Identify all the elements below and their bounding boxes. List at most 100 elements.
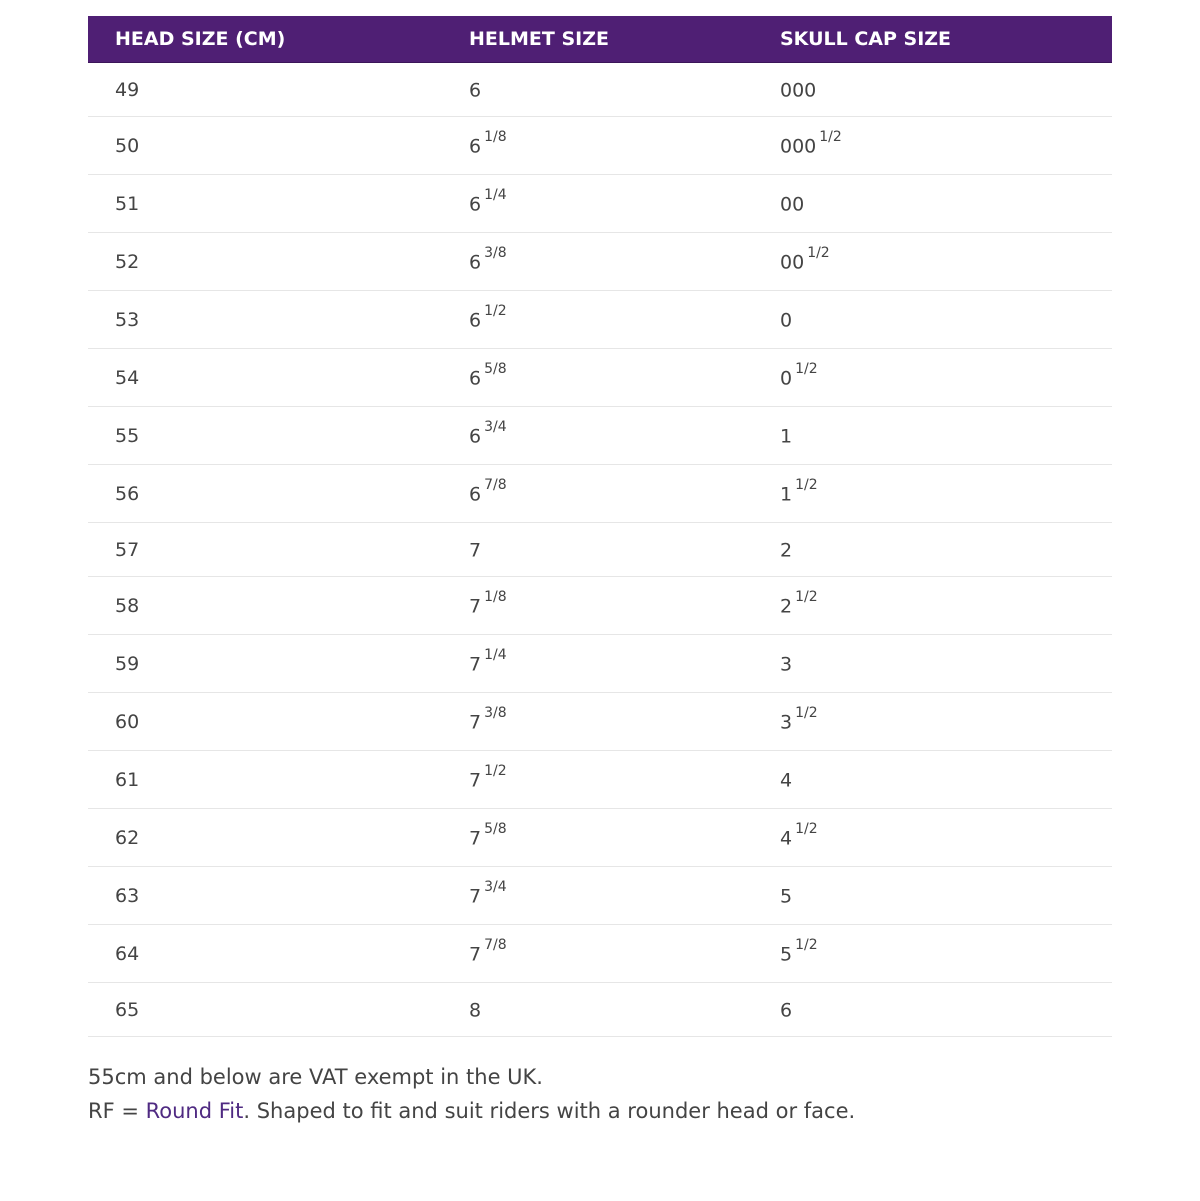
head-size-cell-value: 57 — [115, 538, 140, 561]
skull-cap-size-cell-value: 00 — [780, 193, 805, 216]
head-size-cell: 64 — [88, 943, 442, 965]
head-size-cell-value: 53 — [115, 308, 140, 331]
table-row: 54 6 5/8 0 1/2 — [88, 349, 1112, 407]
head-size-cell: 65 — [88, 999, 442, 1021]
skull-cap-size-cell: 3 1/2 — [753, 705, 1112, 734]
skull-cap-size-cell: 0 1/2 — [753, 361, 1112, 389]
helmet-size-cell-value: 7 — [469, 653, 482, 676]
head-size-cell-value: 62 — [115, 826, 140, 849]
helmet-size-cell-value: 7 — [469, 711, 482, 734]
helmet-size-cell-value: 7 — [469, 769, 482, 792]
rf-suffix: . Shaped to fit and suit riders with a r… — [243, 1099, 856, 1123]
head-size-cell-value: 58 — [115, 594, 140, 617]
helmet-size-cell: 6 3/4 — [442, 419, 753, 448]
head-size-cell: 55 — [88, 425, 442, 447]
head-size-cell: 54 — [88, 367, 442, 389]
head-size-cell: 53 — [88, 309, 442, 331]
skull-cap-size-cell: 2 — [753, 537, 1112, 562]
head-size-cell-value: 52 — [115, 250, 140, 273]
skull-cap-size-cell: 00 — [753, 191, 1112, 216]
helmet-size-cell-fraction: 1/8 — [484, 129, 507, 146]
rf-prefix: RF = — [88, 1099, 146, 1123]
helmet-size-cell: 6 1/8 — [442, 129, 753, 157]
head-size-cell-value: 63 — [115, 884, 140, 907]
skull-cap-size-cell-value: 3 — [780, 653, 793, 676]
skull-cap-size-cell: 3 — [753, 651, 1112, 676]
table-row: 51 6 1/4 00 — [88, 175, 1112, 233]
skull-cap-size-cell: 4 1/2 — [753, 821, 1112, 849]
notes: 55cm and below are VAT exempt in the UK.… — [88, 1060, 855, 1128]
table-row: 64 7 7/8 5 1/2 — [88, 925, 1112, 983]
skull-cap-size-cell-fraction: 1/2 — [807, 245, 830, 262]
skull-cap-size-cell: 5 1/2 — [753, 937, 1112, 965]
skull-cap-size-cell-value: 000 — [780, 79, 817, 102]
helmet-size-cell: 7 5/8 — [442, 821, 753, 849]
skull-cap-size-cell: 5 — [753, 883, 1112, 908]
head-size-cell: 51 — [88, 193, 442, 215]
head-size-cell: 59 — [88, 653, 442, 675]
size-chart-table: HEAD SIZE (CM) HELMET SIZE SKULL CAP SIZ… — [88, 16, 1112, 1037]
head-size-cell: 58 — [88, 595, 442, 617]
rf-note: RF = Round Fit. Shaped to fit and suit r… — [88, 1094, 855, 1128]
skull-cap-size-cell: 1 1/2 — [753, 477, 1112, 506]
head-size-cell: 60 — [88, 711, 442, 733]
helmet-size-cell: 7 7/8 — [442, 937, 753, 966]
helmet-size-cell-fraction: 1/4 — [484, 647, 507, 664]
head-size-cell-value: 65 — [115, 998, 140, 1021]
head-size-cell: 52 — [88, 251, 442, 273]
helmet-size-cell: 7 1/8 — [442, 589, 753, 617]
vat-note: 55cm and below are VAT exempt in the UK. — [88, 1065, 543, 1089]
skull-cap-size-cell-value: 4 — [780, 769, 793, 792]
head-size-cell: 61 — [88, 769, 442, 791]
head-size-cell: 49 — [88, 79, 442, 101]
helmet-size-cell: 6 1/2 — [442, 303, 753, 331]
helmet-size-cell-fraction: 3/4 — [484, 879, 507, 896]
helmet-size-cell-value: 6 — [469, 79, 482, 102]
helmet-size-cell-fraction: 1/4 — [484, 187, 507, 204]
helmet-size-cell-fraction: 5/8 — [484, 361, 507, 378]
table-row: 65 8 6 — [88, 983, 1112, 1037]
skull-cap-size-cell-value: 3 — [780, 711, 793, 734]
helmet-size-cell-fraction: 1/8 — [484, 589, 507, 606]
table-row: 53 6 1/2 0 — [88, 291, 1112, 349]
skull-cap-size-cell: 000 1/2 — [753, 129, 1112, 157]
helmet-size-cell-value: 7 — [469, 539, 482, 562]
helmet-size-cell-fraction: 3/8 — [484, 245, 507, 262]
header-helmet-size: HELMET SIZE — [469, 28, 609, 50]
head-size-cell-value: 60 — [115, 710, 140, 733]
skull-cap-size-cell-value: 0 — [780, 309, 793, 332]
helmet-size-cell: 8 — [442, 997, 753, 1022]
helmet-size-cell-value: 6 — [469, 367, 482, 390]
head-size-cell-value: 49 — [115, 78, 140, 101]
skull-cap-size-cell: 1 — [753, 423, 1112, 448]
table-row: 60 7 3/8 3 1/2 — [88, 693, 1112, 751]
skull-cap-size-cell: 6 — [753, 997, 1112, 1022]
head-size-cell-value: 50 — [115, 134, 140, 157]
helmet-size-cell: 7 3/8 — [442, 705, 753, 734]
skull-cap-size-cell-value: 1 — [780, 483, 793, 506]
helmet-size-cell: 7 1/2 — [442, 763, 753, 792]
helmet-size-cell-value: 6 — [469, 483, 482, 506]
helmet-size-cell-fraction: 1/2 — [484, 763, 507, 780]
round-fit-link[interactable]: Round Fit — [145, 1099, 244, 1123]
helmet-size-cell: 6 3/8 — [442, 245, 753, 274]
helmet-size-cell: 6 — [442, 77, 753, 102]
head-size-cell: 63 — [88, 885, 442, 907]
skull-cap-size-cell-fraction: 1/2 — [795, 821, 818, 838]
helmet-size-cell-value: 6 — [469, 425, 482, 448]
skull-cap-size-cell: 2 1/2 — [753, 589, 1112, 617]
table-row: 52 6 3/8 00 1/2 — [88, 233, 1112, 291]
helmet-size-cell: 6 7/8 — [442, 477, 753, 506]
table-row: 49 6 000 — [88, 63, 1112, 117]
helmet-size-cell-value: 8 — [469, 999, 482, 1022]
skull-cap-size-cell: 4 — [753, 767, 1112, 792]
helmet-size-cell-fraction: 3/8 — [484, 705, 507, 722]
table-row: 63 7 3/4 5 — [88, 867, 1112, 925]
helmet-size-cell: 7 3/4 — [442, 879, 753, 908]
head-size-cell-value: 55 — [115, 424, 140, 447]
table-row: 58 7 1/8 2 1/2 — [88, 577, 1112, 635]
helmet-size-cell-value: 6 — [469, 251, 482, 274]
helmet-size-cell-value: 7 — [469, 943, 482, 966]
helmet-size-cell-value: 7 — [469, 885, 482, 908]
skull-cap-size-cell: 0 — [753, 307, 1112, 332]
